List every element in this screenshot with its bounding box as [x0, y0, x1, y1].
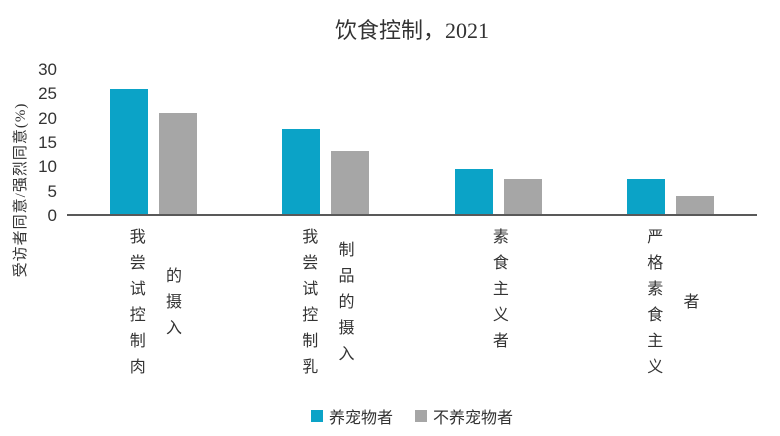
category-label-text: 素食主义者 [489, 228, 507, 358]
bar-group-dairy [240, 70, 413, 214]
y-axis-tick: 15 [38, 132, 57, 152]
x-axis-category-labels: 我尝试控制肉 的摄入 我尝试控制乳 制品的摄入 素食主义者 严格素食主义 者 [67, 228, 757, 384]
y-axis-tick: 0 [47, 205, 57, 225]
bar-non-pet-owners [331, 150, 370, 214]
legend-label-non-pet-owners: 不养宠物者 [433, 410, 514, 427]
bar-pet-owners [282, 129, 321, 214]
y-axis-tick: 20 [38, 108, 57, 128]
bar-pet-owners [454, 168, 493, 214]
y-axis-tick: 25 [38, 84, 57, 104]
legend-label-pet-owners: 养宠物者 [328, 410, 393, 427]
category-label-dairy: 我尝试控制乳 制品的摄入 [240, 228, 413, 384]
plot-area [67, 70, 757, 216]
category-label-text: 我尝试控制乳 [299, 228, 317, 384]
legend-item-pet-owners: 养宠物者 [310, 404, 393, 428]
bar-group-meat [67, 70, 240, 214]
bar-non-pet-owners [676, 195, 715, 214]
category-label-text: 的摄入 [162, 267, 180, 345]
bar-pet-owners [109, 89, 148, 214]
category-label-text: 我尝试控制肉 [126, 228, 144, 384]
y-axis-tick: 10 [38, 157, 57, 177]
legend: 养宠物者 不养宠物者 [67, 404, 757, 428]
category-label-meat: 我尝试控制肉 的摄入 [67, 228, 240, 384]
bar-group-vegetarian [412, 70, 585, 214]
category-label-vegan: 严格素食主义 者 [585, 228, 758, 384]
category-label-text: 者 [680, 293, 698, 319]
y-axis-tick: 5 [47, 181, 57, 201]
bar-pet-owners [627, 179, 666, 214]
y-axis-ticks: 30 25 20 15 10 5 0 [8, 61, 57, 225]
bar-non-pet-owners [158, 113, 197, 214]
category-label-text: 严格素食主义 [644, 228, 662, 384]
legend-swatch-pet-owners [310, 410, 323, 422]
category-label-text: 制品的摄入 [335, 241, 353, 371]
bar-non-pet-owners [503, 179, 542, 214]
bar-group-vegan [585, 70, 758, 214]
y-axis-tick: 30 [38, 60, 57, 79]
category-label-vegetarian: 素食主义者 [412, 228, 585, 358]
chart-title: 饮食控制，2021 [334, 18, 489, 43]
legend-item-non-pet-owners: 不养宠物者 [415, 404, 513, 428]
legend-swatch-non-pet-owners [415, 410, 427, 422]
